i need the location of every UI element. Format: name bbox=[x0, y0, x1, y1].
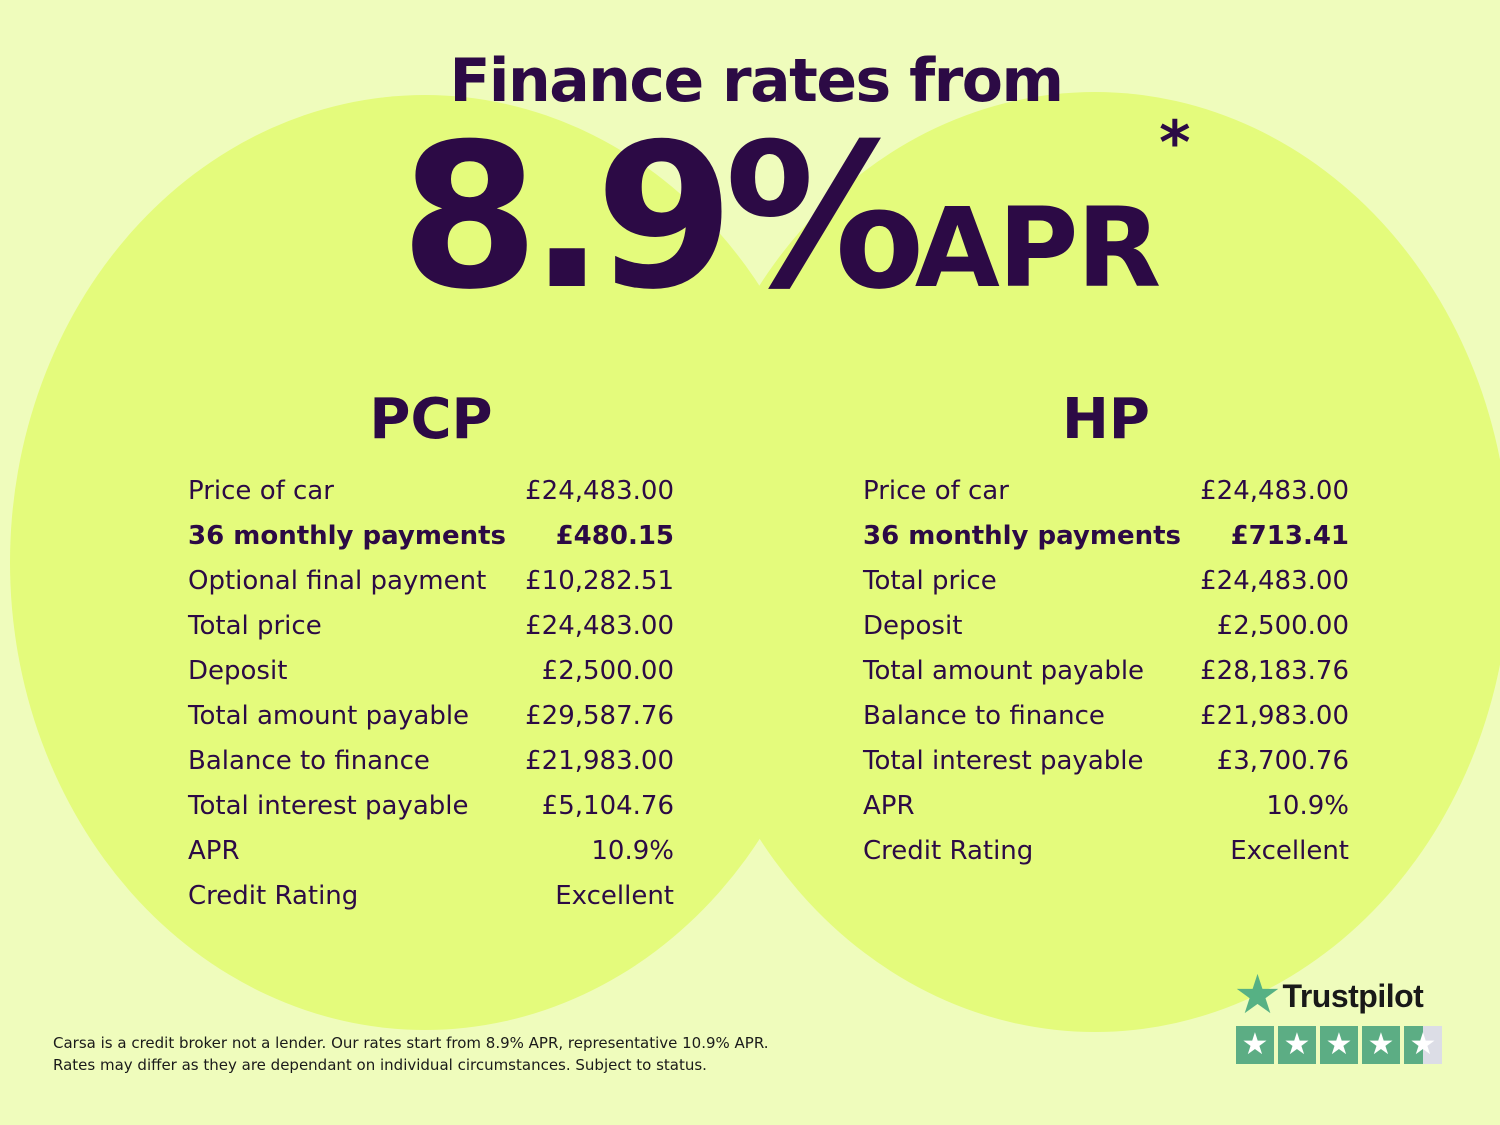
table-row: Total price £24,483.00 bbox=[863, 566, 1349, 611]
table-row: Credit Rating Excellent bbox=[188, 881, 674, 926]
row-value: £24,483.00 bbox=[525, 611, 674, 641]
trustpilot-name: Trustpilot bbox=[1282, 977, 1424, 1014]
row-label: Optional final payment bbox=[188, 566, 487, 596]
rating-star-icon: ★ bbox=[1320, 1026, 1358, 1064]
row-value: £24,483.00 bbox=[525, 476, 674, 506]
row-value: £28,183.76 bbox=[1200, 656, 1349, 686]
row-label: Credit Rating bbox=[188, 881, 359, 911]
headline: Finance rates from bbox=[449, 46, 1064, 116]
row-value: Excellent bbox=[1230, 836, 1349, 866]
table-row: 36 monthly payments £480.15 bbox=[188, 521, 674, 566]
table-row: Total interest payable £5,104.76 bbox=[188, 791, 674, 836]
row-label: Price of car bbox=[863, 476, 1009, 506]
row-value: £2,500.00 bbox=[541, 656, 674, 686]
trustpilot-badge: ★ Trustpilot ★ ★ ★ ★ ★ bbox=[1236, 972, 1442, 1064]
table-row: Optional final payment £10,282.51 bbox=[188, 566, 674, 611]
row-value: Excellent bbox=[555, 881, 674, 911]
pcp-table: PCP Price of car £24,483.00 36 monthly pay… bbox=[188, 388, 674, 926]
row-label: Deposit bbox=[863, 611, 963, 641]
rate-value: 8.9% bbox=[400, 101, 925, 334]
row-value: 10.9% bbox=[1266, 791, 1349, 821]
row-label: APR bbox=[863, 791, 915, 821]
table-row: Deposit £2,500.00 bbox=[188, 656, 674, 701]
trustpilot-logo: ★ Trustpilot bbox=[1236, 972, 1442, 1020]
pcp-heading: PCP bbox=[369, 387, 493, 452]
row-value: £2,500.00 bbox=[1216, 611, 1349, 641]
table-row: Balance to finance £21,983.00 bbox=[863, 701, 1349, 746]
table-row: Deposit £2,500.00 bbox=[863, 611, 1349, 656]
hp-table: HP Price of car £24,483.00 36 monthly paym… bbox=[863, 388, 1349, 881]
row-value: 10.9% bbox=[591, 836, 674, 866]
row-label: Total interest payable bbox=[863, 746, 1144, 776]
table-row: Total amount payable £29,587.76 bbox=[188, 701, 674, 746]
row-value: £10,282.51 bbox=[525, 566, 674, 596]
disclaimer-line-2: Rates may differ as they are dependant o… bbox=[53, 1056, 707, 1074]
background-circle-right bbox=[680, 92, 1500, 1032]
row-label: Deposit bbox=[188, 656, 288, 686]
rating-star-icon: ★ bbox=[1278, 1026, 1316, 1064]
table-row: Credit Rating Excellent bbox=[863, 836, 1349, 881]
table-row: Total amount payable £28,183.76 bbox=[863, 656, 1349, 701]
row-value: £24,483.00 bbox=[1200, 476, 1349, 506]
table-row: APR 10.9% bbox=[188, 836, 674, 881]
rating-star-icon: ★ bbox=[1236, 1026, 1274, 1064]
rate-unit: APR bbox=[914, 184, 1161, 312]
table-row: Balance to finance £21,983.00 bbox=[188, 746, 674, 791]
hp-heading: HP bbox=[1062, 387, 1150, 452]
row-value: £29,587.76 bbox=[525, 701, 674, 731]
row-value: £21,983.00 bbox=[525, 746, 674, 776]
row-value: £480.15 bbox=[555, 521, 674, 551]
table-row: Price of car £24,483.00 bbox=[863, 476, 1349, 521]
row-label: Total amount payable bbox=[188, 701, 470, 731]
table-row: Total interest payable £3,700.76 bbox=[863, 746, 1349, 791]
rating-star-icon: ★ bbox=[1404, 1026, 1442, 1064]
disclaimer: Carsa is a credit broker not a lender. O… bbox=[53, 1032, 769, 1076]
table-row: APR 10.9% bbox=[863, 791, 1349, 836]
row-label: Price of car bbox=[188, 476, 334, 506]
row-value: £3,700.76 bbox=[1216, 746, 1349, 776]
table-row: 36 monthly payments £713.41 bbox=[863, 521, 1349, 566]
row-label: Balance to finance bbox=[863, 701, 1105, 731]
row-label: APR bbox=[188, 836, 240, 866]
row-value: £713.41 bbox=[1230, 521, 1349, 551]
rate-display: 8.9%APR* bbox=[400, 108, 1191, 318]
row-label: Total price bbox=[863, 566, 997, 596]
row-label: Total interest payable bbox=[188, 791, 469, 821]
rating-star-icon: ★ bbox=[1362, 1026, 1400, 1064]
row-label: 36 monthly payments bbox=[863, 521, 1181, 551]
rate-asterisk: * bbox=[1159, 108, 1191, 178]
row-value: £24,483.00 bbox=[1200, 566, 1349, 596]
row-label: Total amount payable bbox=[863, 656, 1145, 686]
table-row: Price of car £24,483.00 bbox=[188, 476, 674, 521]
row-label: Credit Rating bbox=[863, 836, 1034, 866]
row-value: £21,983.00 bbox=[1200, 701, 1349, 731]
trustpilot-rating: ★ ★ ★ ★ ★ bbox=[1236, 1026, 1442, 1064]
row-label: Balance to finance bbox=[188, 746, 430, 776]
row-label: Total price bbox=[188, 611, 322, 641]
row-label: 36 monthly payments bbox=[188, 521, 506, 551]
table-row: Total price £24,483.00 bbox=[188, 611, 674, 656]
disclaimer-line-1: Carsa is a credit broker not a lender. O… bbox=[53, 1034, 769, 1052]
row-value: £5,104.76 bbox=[541, 791, 674, 821]
star-icon: ★ bbox=[1236, 969, 1279, 1022]
